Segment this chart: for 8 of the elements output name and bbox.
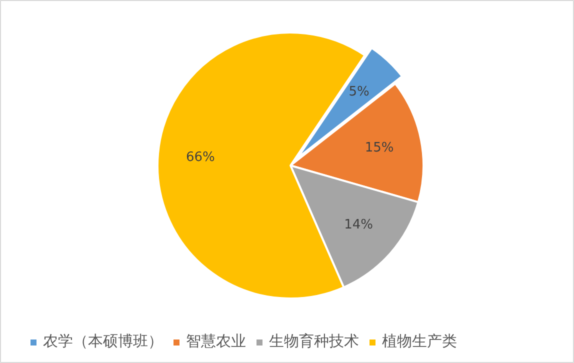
data-label: 14%: [344, 218, 374, 233]
data-label: 5%: [348, 84, 370, 100]
legend-label: 农学（本硕博班）: [43, 332, 163, 351]
data-label: 66%: [186, 150, 215, 165]
data-label: 15%: [364, 140, 394, 156]
legend-label: 智慧农业: [186, 332, 246, 351]
legend-label: 生物育种技术: [269, 332, 359, 351]
legend-label: 植物生产类: [382, 332, 457, 351]
